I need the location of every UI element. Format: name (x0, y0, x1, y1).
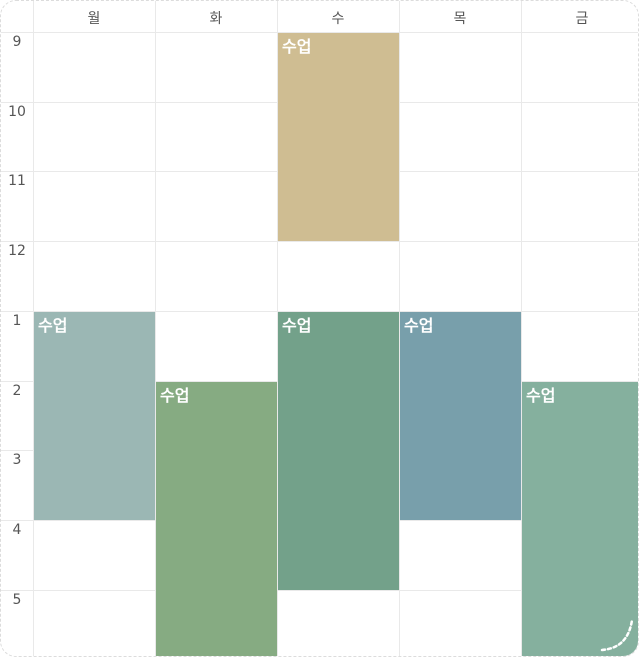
grid-vline (521, 1, 522, 656)
event-label: 수업 (282, 316, 312, 335)
event-label: 수업 (526, 386, 556, 405)
grid-vline (155, 1, 156, 656)
class-event-block[interactable]: 수업 (278, 312, 399, 590)
event-label: 수업 (282, 37, 312, 56)
hour-label: 11 (8, 173, 26, 189)
grid-hline (1, 241, 638, 242)
class-event-block[interactable]: 수업 (278, 33, 399, 241)
hour-label: 9 (12, 34, 22, 50)
class-event-block[interactable]: 수업 (156, 382, 277, 656)
hour-label: 5 (12, 592, 22, 608)
grid-hline (1, 311, 638, 312)
day-header: 월 (87, 11, 101, 27)
day-header: 금 (575, 11, 589, 27)
hour-label: 3 (12, 452, 22, 468)
event-label: 수업 (38, 316, 68, 335)
resize-corner-icon[interactable] (598, 616, 636, 654)
hour-label: 12 (8, 243, 26, 259)
hour-label: 2 (12, 383, 22, 399)
grid-hline (1, 590, 638, 591)
day-header: 수 (331, 11, 345, 27)
day-header: 목 (453, 11, 467, 27)
hour-label: 1 (12, 313, 22, 329)
grid-vline (277, 1, 278, 656)
hour-label: 4 (12, 522, 22, 538)
event-label: 수업 (160, 386, 190, 405)
class-event-block[interactable]: 수업 (522, 382, 638, 656)
class-event-block[interactable]: 수업 (400, 312, 521, 520)
event-label: 수업 (404, 316, 434, 335)
grid-hline (1, 32, 638, 33)
day-header: 화 (209, 11, 223, 27)
hour-label: 10 (8, 104, 26, 120)
grid-vline (399, 1, 400, 656)
grid-vline (33, 1, 34, 656)
class-event-block[interactable]: 수업 (34, 312, 155, 520)
